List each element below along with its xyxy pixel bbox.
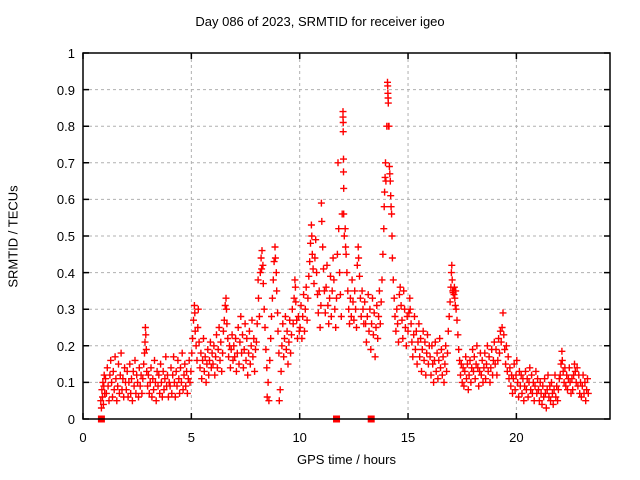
x-tick-label: 0 xyxy=(79,430,87,445)
axis-ticks xyxy=(82,52,610,420)
y-tick-label: 0.9 xyxy=(56,82,75,98)
x-tick-label: 20 xyxy=(509,430,524,445)
x-tick-label: 15 xyxy=(400,430,416,445)
y-tick-label: 0.4 xyxy=(56,265,75,281)
y-tick-label: 0.1 xyxy=(56,375,75,391)
gridlines xyxy=(83,53,610,419)
scatter-points-SRMTID xyxy=(97,78,592,412)
x-axis-label: GPS time / hours xyxy=(297,452,396,467)
y-tick-label: 0.2 xyxy=(56,338,75,354)
y-tick-label: 0.8 xyxy=(56,119,75,135)
y-tick-label: 0.3 xyxy=(56,302,75,318)
y-tick-label: 0.7 xyxy=(56,155,75,171)
x-tick-label: 5 xyxy=(187,430,195,445)
y-tick-label: 0.6 xyxy=(56,192,75,208)
chart-title: Day 086 of 2023, SRMTID for receiver ige… xyxy=(195,14,445,29)
x-tick-label: 10 xyxy=(292,430,307,445)
y-tick-label: 0 xyxy=(67,412,75,427)
y-tick-label: 1 xyxy=(67,46,75,61)
y-tick-label: 0.5 xyxy=(56,229,75,244)
